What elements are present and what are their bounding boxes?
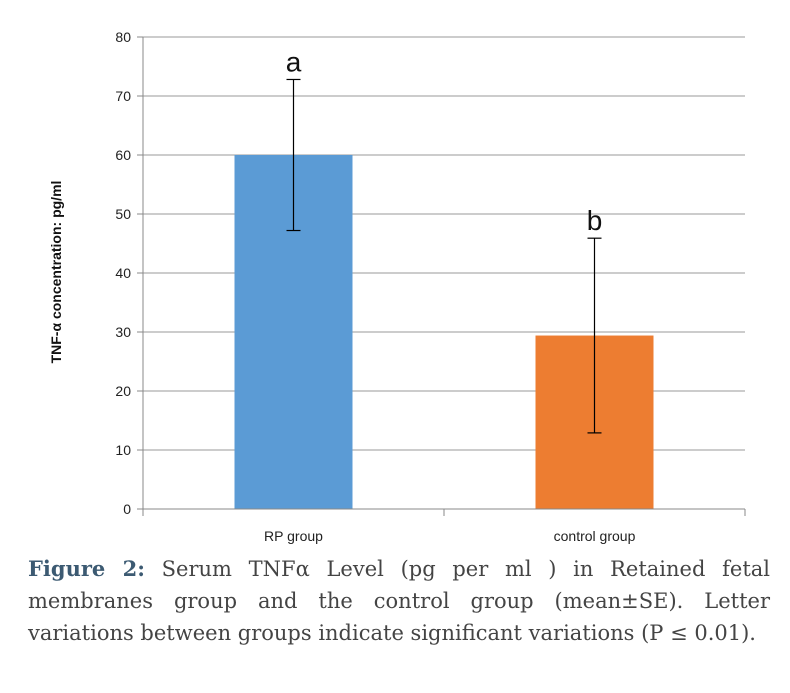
y-axis-ticks: 0 10 20 30 40 50 60 70 80	[115, 29, 143, 517]
y-tick-label: 20	[115, 383, 131, 399]
x-axis: RP group control group	[142, 37, 746, 544]
figure-caption: Figure 2: Serum TNFα Level (pg per ml ) …	[28, 553, 770, 649]
error-bars: ab	[286, 46, 603, 434]
gridlines	[143, 36, 745, 451]
y-tick-label: 40	[115, 265, 131, 281]
y-tick-label: 50	[115, 206, 131, 222]
y-tick-label: 70	[115, 88, 131, 104]
caption-text: Serum TNFα Level (pg per ml ) in Retaine…	[28, 557, 770, 645]
y-tick-label: 0	[123, 501, 131, 517]
y-tick-label: 30	[115, 324, 131, 340]
y-tick-label: 10	[115, 442, 131, 458]
figure-label: Figure 2:	[28, 556, 145, 581]
x-category-label: RP group	[264, 528, 323, 544]
significance-letter: b	[587, 205, 603, 236]
y-tick-label: 60	[115, 147, 131, 163]
y-axis-label: TNF-α concentration: pg/ml	[48, 181, 64, 364]
significance-letter: a	[286, 46, 302, 77]
y-tick-label: 80	[115, 29, 131, 45]
x-category-label: control group	[554, 528, 636, 544]
